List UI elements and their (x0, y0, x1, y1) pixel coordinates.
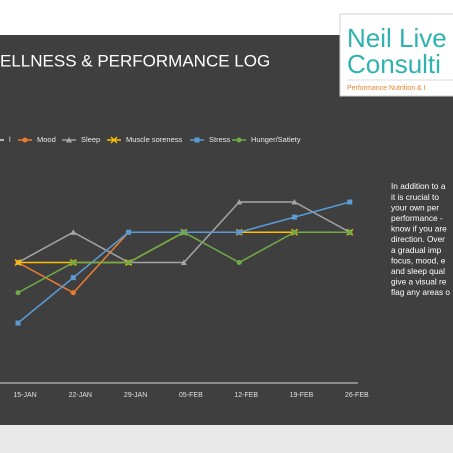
x-tick-label: 19-FEB (290, 392, 314, 399)
marker (347, 229, 353, 235)
marker (236, 229, 242, 235)
slide (0, 35, 453, 425)
body-text-line: your own per (391, 202, 439, 212)
marker (291, 199, 298, 205)
marker (110, 136, 118, 144)
logo-tagline: Performance Nutrition & I (347, 85, 426, 92)
marker (194, 137, 200, 143)
marker (70, 275, 76, 281)
chart-title: ELLNESS & PERFORMANCE LOG (0, 51, 270, 70)
x-tick-label: 22-JAN (69, 392, 92, 399)
body-text-line: direction. Over (391, 234, 445, 244)
bottom-area (0, 425, 453, 453)
marker (70, 260, 76, 265)
marker (15, 290, 21, 296)
logo-box (339, 13, 453, 97)
marker (70, 229, 77, 235)
x-tick-label: 05-FEB (179, 392, 203, 399)
body-text-line: flag any areas o (391, 287, 450, 297)
marker (181, 229, 187, 235)
logo-line1: Neil Live (347, 23, 447, 53)
legend-label: Sleep (81, 135, 100, 144)
marker (347, 199, 353, 205)
marker (236, 137, 242, 143)
marker (180, 259, 187, 265)
marker (236, 199, 243, 205)
marker (236, 260, 242, 265)
body-text-line: a gradual imp (391, 245, 442, 255)
legend-label: Mood (37, 135, 56, 144)
legend-label: Stress (209, 135, 231, 144)
body-text-line: performance - (391, 213, 443, 223)
body-text-line: and sleep qual (391, 266, 445, 276)
legend-label: Hunger/Satiety (251, 135, 301, 144)
x-tick-label: 26-FEB (345, 392, 369, 399)
legend-label: l (9, 135, 11, 144)
x-tick-label: 12-FEB (234, 392, 258, 399)
marker (126, 260, 132, 265)
x-tick-label: 29-JAN (124, 392, 147, 399)
marker (292, 214, 297, 220)
body-text-line: focus, mood, e (391, 255, 446, 265)
marker (22, 137, 28, 143)
body-text-line: it is crucial to (391, 192, 439, 202)
legend-label: Muscle soreness (126, 135, 183, 144)
marker (126, 229, 132, 235)
marker (14, 259, 22, 266)
x-tick-label: 15-JAN (13, 392, 36, 399)
marker (70, 290, 76, 296)
body-text-line: give a visual re (391, 277, 447, 287)
body-text-line: know if you are (391, 224, 447, 234)
marker (15, 320, 21, 326)
marker (66, 137, 72, 143)
marker (292, 229, 297, 235)
body-text-line: In addition to a (391, 181, 446, 191)
logo-line2: Consulti (347, 49, 441, 79)
